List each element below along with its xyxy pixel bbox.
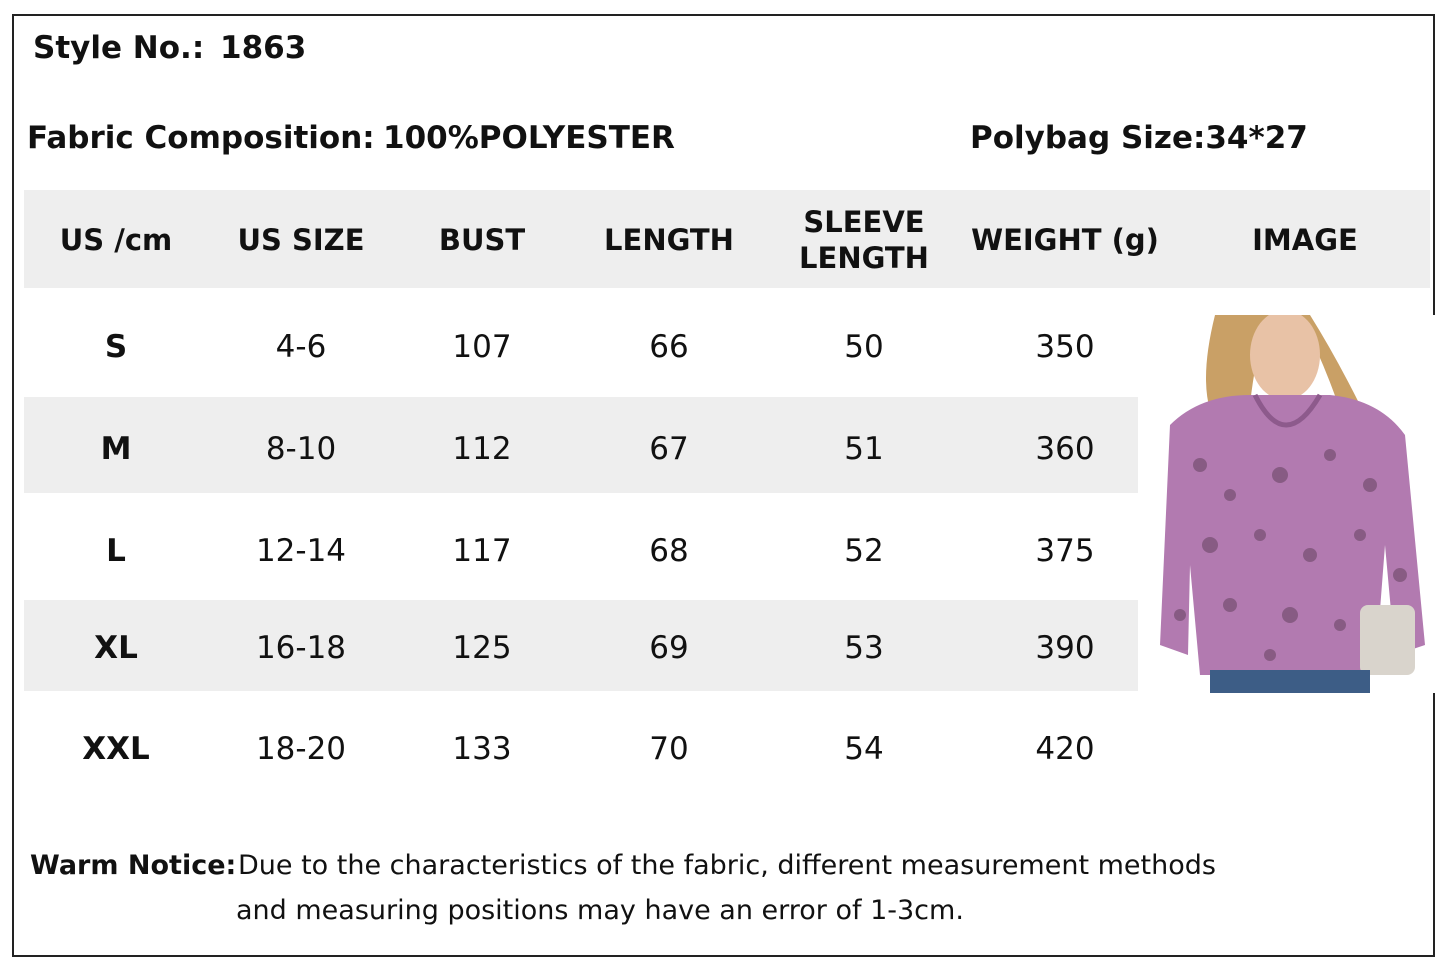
table-cell: 66 xyxy=(649,329,689,365)
table-cell: 133 xyxy=(452,731,512,767)
table-cell: 4-6 xyxy=(275,329,327,365)
row-band xyxy=(24,397,1138,493)
size-label: XL xyxy=(94,630,138,666)
table-cell: 12-14 xyxy=(255,533,347,569)
table-cell: 390 xyxy=(1035,630,1095,666)
product-image xyxy=(1160,315,1435,693)
style-label: Style No.: xyxy=(33,30,205,66)
column-header: LENGTH xyxy=(604,223,734,257)
column-header: WEIGHT (g) xyxy=(971,223,1159,257)
column-header: US /cm xyxy=(59,223,173,257)
table-cell: 52 xyxy=(844,533,884,569)
table-cell: 125 xyxy=(452,630,512,666)
table-cell: 67 xyxy=(649,431,689,467)
table-cell: 375 xyxy=(1035,533,1095,569)
table-cell: 117 xyxy=(452,533,512,569)
table-cell: 69 xyxy=(649,630,689,666)
size-label: L xyxy=(106,533,126,569)
table-cell: 51 xyxy=(844,431,884,467)
fabric: 100%POLYESTER xyxy=(383,120,675,156)
notice-line: and measuring positions may have an erro… xyxy=(236,895,964,926)
style-number: 1863 xyxy=(220,30,307,66)
table-cell: 112 xyxy=(452,431,512,467)
row-band xyxy=(24,600,1138,691)
notice-line: Due to the characteristics of the fabric… xyxy=(238,850,1216,881)
size-label: S xyxy=(104,329,128,365)
table-cell: 360 xyxy=(1035,431,1095,467)
column-header: SLEEVE LENGTH xyxy=(799,205,929,275)
size-label: XXL xyxy=(82,731,150,767)
table-cell: 350 xyxy=(1035,329,1095,365)
column-header: BUST xyxy=(438,223,526,257)
fabric-label: Fabric Composition: xyxy=(27,120,375,156)
table-cell: 50 xyxy=(844,329,884,365)
size-label: M xyxy=(100,431,132,467)
table-cell: 70 xyxy=(649,731,689,767)
table-cell: 68 xyxy=(649,533,689,569)
table-cell: 18-20 xyxy=(255,731,347,767)
table-cell: 53 xyxy=(844,630,884,666)
column-header: IMAGE xyxy=(1252,223,1358,257)
table-cell: 420 xyxy=(1035,731,1095,767)
table-cell: 107 xyxy=(452,329,512,365)
table-cell: 54 xyxy=(844,731,884,767)
notice-label: Warm Notice: xyxy=(30,850,237,881)
header-band xyxy=(24,190,1430,288)
polybag: Polybag Size:34*27 xyxy=(970,120,1308,156)
table-cell: 16-18 xyxy=(255,630,347,666)
table-cell: 8-10 xyxy=(265,431,337,467)
column-header: US SIZE xyxy=(237,223,365,257)
